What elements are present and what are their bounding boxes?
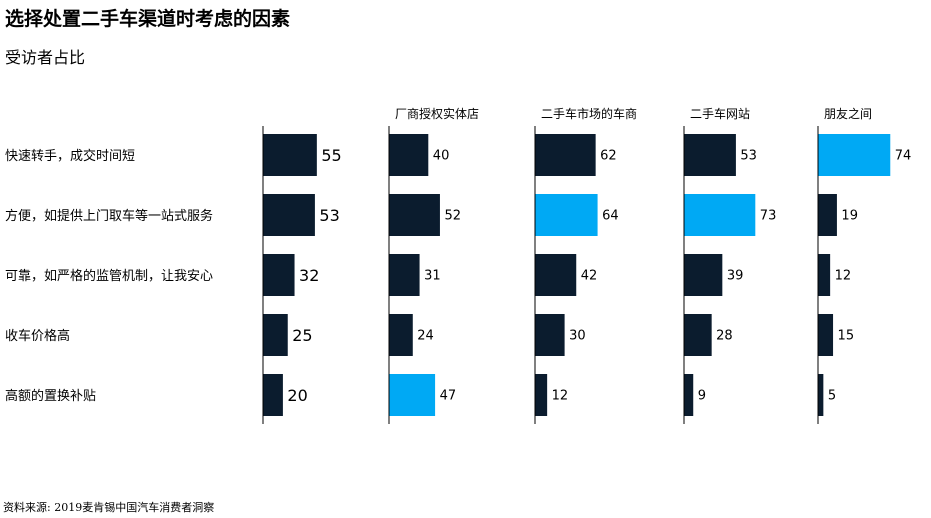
bar [818,194,837,236]
bar [684,374,694,416]
data-label: 40 [433,149,450,164]
bar [818,134,891,176]
bar [818,254,831,296]
data-label: 15 [838,329,855,344]
bar [389,254,420,296]
bar [535,134,596,176]
data-label: 12 [835,269,852,284]
category-label: 快速转手，成交时间短 [5,148,135,164]
data-label: 74 [895,149,912,164]
data-label: 42 [581,269,598,284]
data-label: 20 [287,386,307,405]
chart-subtitle: 受访者占比 [5,48,86,67]
bar [684,254,723,296]
data-label: 53 [319,206,339,225]
bar [535,374,548,416]
data-label: 5 [828,389,836,404]
column-header: 二手车网站 [690,106,750,121]
data-label: 19 [841,209,858,224]
bar [389,314,413,356]
category-label: 方便，如提供上门取车等一站式服务 [5,208,213,224]
bar [818,314,834,356]
data-label: 55 [321,146,341,165]
bar [535,254,577,296]
bar [389,194,440,236]
data-label: 52 [444,209,461,224]
bar [535,314,565,356]
chart-title: 选择处置二手车渠道时考虑的因素 [5,8,291,30]
data-label: 28 [716,329,733,344]
bar [535,194,598,236]
data-label: 39 [727,269,744,284]
data-label: 24 [417,329,434,344]
category-label: 收车价格高 [5,328,70,344]
data-label: 9 [698,389,706,404]
column-header: 二手车市场的车商 [541,106,637,121]
source-note: 资料来源: 2019麦肯锡中国汽车消费者洞察 [3,501,215,514]
category-label: 高额的置换补贴 [5,388,96,404]
data-label: 62 [600,149,617,164]
column-header: 朋友之间 [824,107,872,121]
data-label: 30 [569,329,586,344]
bar [263,374,283,416]
data-label: 32 [299,266,319,285]
data-label: 53 [740,149,757,164]
bar [684,194,756,236]
bar [263,134,317,176]
data-label: 73 [760,209,777,224]
bar [263,314,288,356]
data-label: 12 [552,389,569,404]
column-header: 厂商授权实体店 [395,106,479,121]
bar [684,314,712,356]
data-label: 47 [440,389,457,404]
bar [263,254,295,296]
data-label: 31 [424,269,441,284]
bar [389,374,436,416]
bar [263,194,315,236]
bar [389,134,429,176]
bar [684,134,736,176]
data-label: 64 [602,209,619,224]
data-label: 25 [292,326,312,345]
bar [818,374,824,416]
category-label: 可靠，如严格的监管机制，让我安心 [5,268,213,284]
